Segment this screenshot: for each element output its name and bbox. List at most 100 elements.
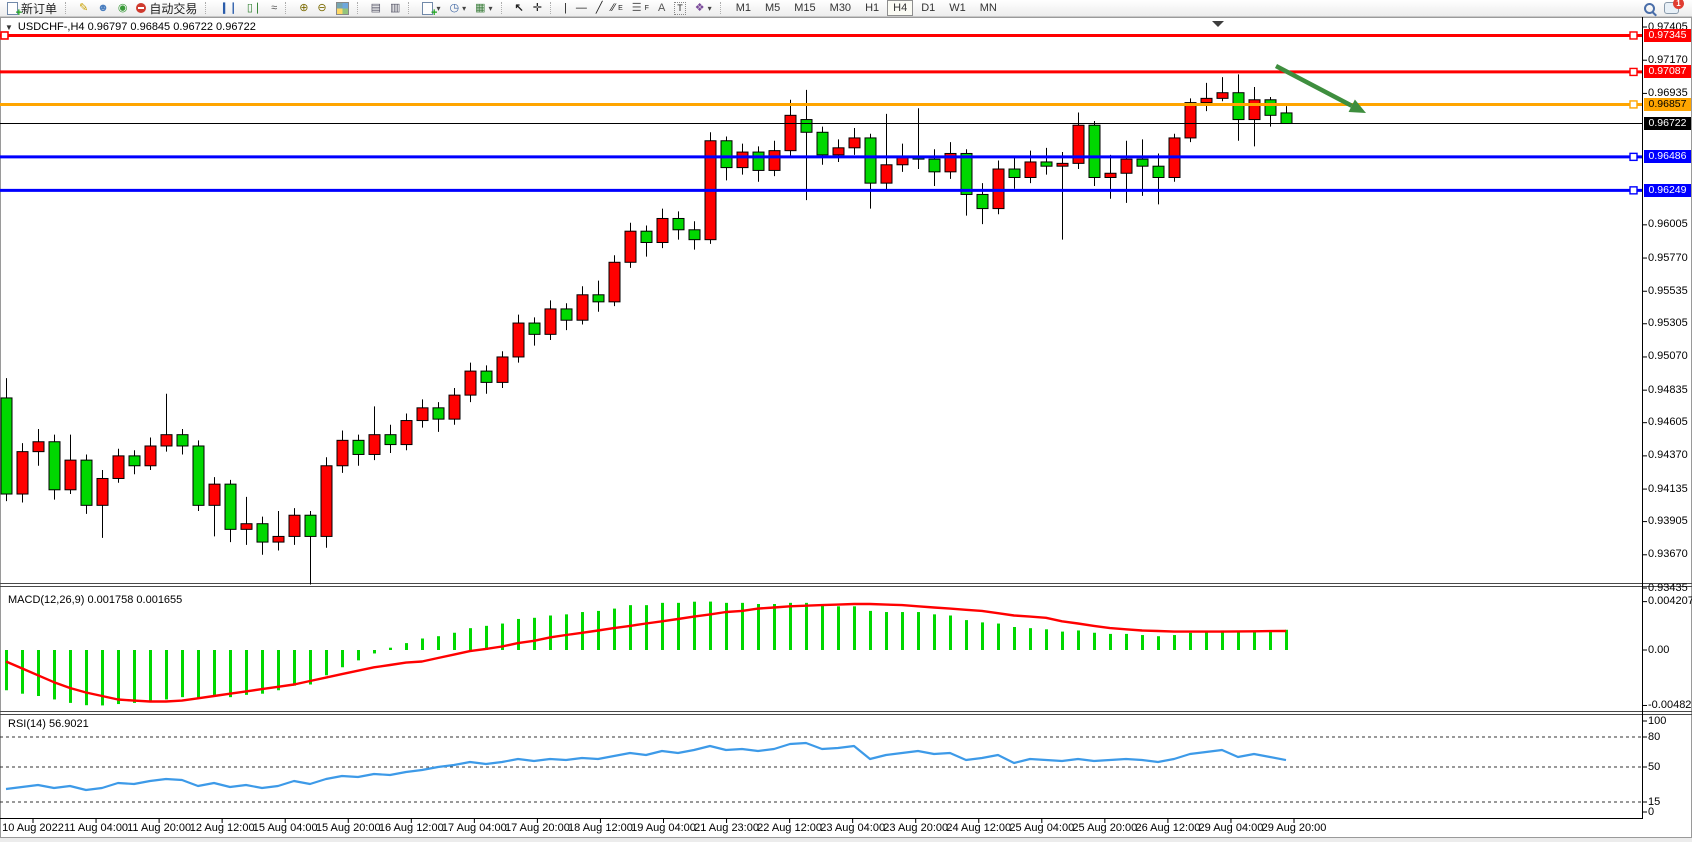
candle [1264,99,1277,116]
timeframe-button-mn[interactable]: MN [979,2,997,14]
macd-bar [485,625,488,650]
hline-handle[interactable] [1629,152,1638,162]
chevron-down-icon: ▾ [707,3,712,13]
candle [1056,162,1069,167]
notification-badge: 1 [1673,0,1684,9]
toolbar-separator [65,2,71,14]
macd-bar [245,650,248,695]
candle [1216,92,1229,99]
hline-handle[interactable] [1629,186,1638,195]
candle [16,451,29,495]
zoom-in-button[interactable]: ⊕ [295,0,312,17]
hline-handle[interactable] [1629,31,1638,40]
period-dropdown[interactable]: ◷ ▾ [445,0,470,17]
trend-arrow[interactable] [1274,64,1353,108]
toolbar-separator [356,2,363,14]
macd-bar [437,636,440,650]
new-order-button[interactable]: 新订单 [3,0,61,19]
arrange-windows-button[interactable]: ▤ [367,0,385,17]
signals-button[interactable]: ◉ [114,0,132,17]
profiles-button[interactable]: ☻ [93,0,113,17]
macd-bar [613,608,616,650]
text-icon: A [657,1,666,14]
arrows-tool-dropdown[interactable]: ❖ ▾ [691,0,716,17]
horizontal-line-tool[interactable]: — [572,0,591,17]
new-chart-dropdown[interactable]: ▾ [418,0,444,19]
timeframe-button-m1[interactable]: M1 [735,2,751,14]
text-tool[interactable]: A [654,0,669,17]
tile-windows-button[interactable] [332,0,353,17]
hline-left-anchor[interactable] [0,31,9,40]
timeframe-toolbar: M1 M5 M15 M30 H1 H4 D1 W1 MN [730,0,1003,16]
toolbar-separator [285,2,291,14]
bar-chart-button[interactable]: ❙❘ [215,0,241,17]
notifications-button[interactable]: 1 [1660,0,1684,17]
candle [752,151,765,171]
candle [864,137,877,184]
candle [1248,99,1261,121]
new-order-icon [7,1,22,19]
hline-handle[interactable] [1629,67,1638,77]
new-chart-icon [422,1,437,19]
chart-background[interactable] [0,17,1692,838]
macd-bar [341,650,344,668]
profile-icon: ☻ [97,1,109,14]
crosshair-tool-button[interactable]: ✛ [529,0,546,17]
line-chart-button[interactable]: ≈ [267,0,281,17]
candle [1072,124,1085,164]
timeframe-button-d1[interactable]: D1 [921,2,936,14]
search-icon [1644,2,1655,14]
new-order-label: 新订单 [21,1,58,16]
macd-bar [741,602,744,650]
arrange-vertical-button[interactable]: ▥ [386,0,404,17]
timeframe-button-m15[interactable]: M15 [794,2,816,14]
rsi-line [5,741,1287,792]
macd-bar [213,650,216,696]
macd-bar [149,650,152,701]
macd-bar [293,650,296,686]
zoom-out-icon: ⊖ [317,1,327,14]
trend-arrow-head[interactable] [1348,99,1366,113]
cursor-icon: ↖ [514,1,524,14]
zoom-out-button[interactable]: ⊖ [313,0,330,17]
candle [720,140,733,169]
arrows-shapes-icon: ❖ [694,1,705,14]
macd-bar [181,650,184,698]
macd-bar [261,650,264,694]
chart-shift-marker[interactable] [1212,21,1224,27]
timeframe-button-h1[interactable]: H1 [865,2,880,14]
text-label-tool[interactable]: T [670,0,690,17]
vertical-line-tool[interactable]: | [560,0,571,17]
macd-bar [197,650,200,699]
macd-bar [757,604,760,650]
hline-handle[interactable] [1629,100,1638,109]
timeframe-button-m5[interactable]: M5 [764,2,781,14]
candle [1024,161,1037,178]
macd-bar [1093,632,1096,650]
channel-tool[interactable]: ∕∕ E [607,0,626,17]
toolbar-separator [549,2,556,14]
candlestick-chart-button[interactable]: ▯❘ [243,0,266,17]
macd-bar [69,650,72,703]
main-toolbar: 新订单 ✎ ☻ ◉ 自动交易 ❙❘ ▯❘ ≈ ⊕ ⊖ ▤ ▥ ▾ ◷▾ ▦▾ ↖… [0,0,1692,19]
macd-bar [421,638,424,650]
candle [144,445,157,467]
candle [960,152,973,195]
cursor-tool-button[interactable]: ↖ [511,0,528,17]
auto-trading-button[interactable]: 自动交易 [132,0,201,17]
macd-bar [1029,628,1032,650]
fibonacci-tool[interactable]: ☰ F [628,0,653,17]
timeframe-button-h4[interactable]: H4 [887,0,914,16]
trendline-tool[interactable]: ╱ [592,0,607,17]
search-button[interactable] [1640,0,1659,17]
chevron-down-icon: ▾ [436,3,441,13]
macd-bar [645,605,648,650]
crosshair-icon: ✛ [532,1,542,14]
macd-bar [1045,629,1048,650]
macd-bar [501,623,504,650]
timeframe-button-m30[interactable]: M30 [829,2,852,14]
template-dropdown[interactable]: ▦ ▾ [471,0,496,17]
timeframe-button-w1[interactable]: W1 [949,2,966,14]
styler-button[interactable]: ✎ [75,0,92,17]
